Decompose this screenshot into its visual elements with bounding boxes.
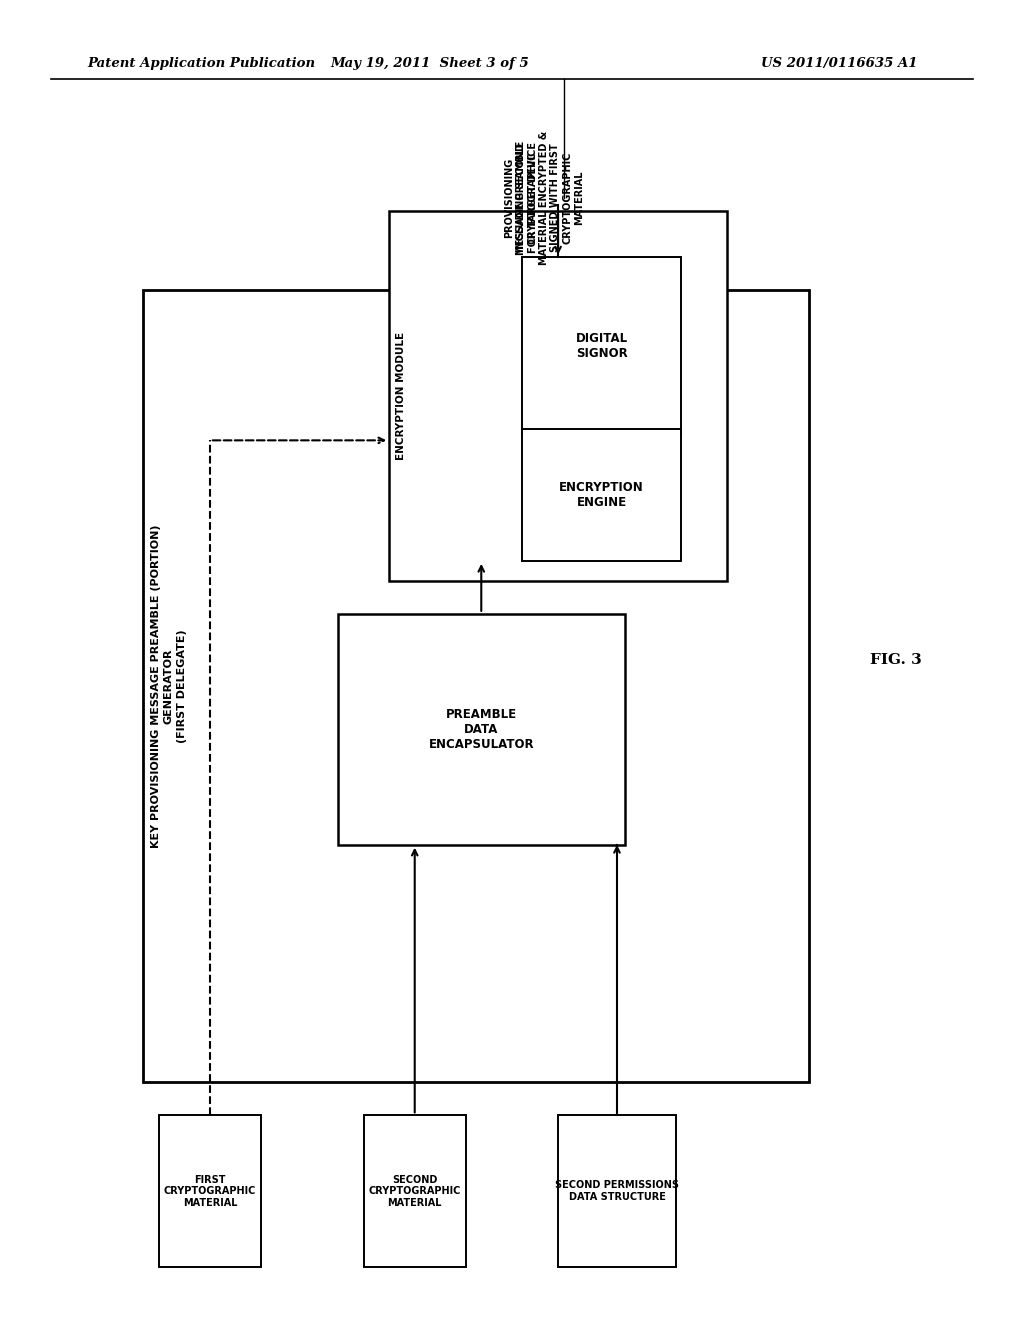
Text: ENCRYPTION MODULE: ENCRYPTION MODULE: [396, 331, 407, 461]
Text: Patent Application Publication: Patent Application Publication: [87, 57, 315, 70]
Text: INCLUDING SECOND
CRYPTOGRAPHIC
MATERIAL ENCRYPTED &
SIGNED WITH FIRST
CRYPTOGRAP: INCLUDING SECOND CRYPTOGRAPHIC MATERIAL …: [516, 131, 584, 265]
Bar: [338, 614, 625, 845]
Bar: [522, 257, 681, 436]
Text: ENCRYPTION
ENGINE: ENCRYPTION ENGINE: [559, 480, 644, 510]
Bar: [143, 290, 809, 1082]
Bar: [522, 429, 681, 561]
Text: DIGITAL
SIGNOR: DIGITAL SIGNOR: [575, 333, 628, 360]
Bar: [389, 211, 727, 581]
Text: SECOND PERMISSIONS
DATA STRUCTURE: SECOND PERMISSIONS DATA STRUCTURE: [555, 1180, 679, 1203]
Text: FIRST
CRYPTOGRAPHIC
MATERIAL: FIRST CRYPTOGRAPHIC MATERIAL: [164, 1175, 256, 1208]
Bar: [558, 1115, 676, 1267]
Text: May 19, 2011  Sheet 3 of 5: May 19, 2011 Sheet 3 of 5: [331, 57, 529, 70]
Text: FIG. 3: FIG. 3: [870, 653, 922, 667]
Text: PREAMBLE
DATA
ENCAPSULATOR: PREAMBLE DATA ENCAPSULATOR: [428, 708, 535, 751]
Text: KEY PROVISIONING MESSAGE PREAMBLE (PORTION)
GENERATOR
(FIRST DELEGATE): KEY PROVISIONING MESSAGE PREAMBLE (PORTI…: [151, 524, 187, 849]
Bar: [364, 1115, 466, 1267]
Bar: [159, 1115, 261, 1267]
Text: PROVISIONING
MESSAGE PREAMBLE
FOR TARGET DEVICE: PROVISIONING MESSAGE PREAMBLE FOR TARGET…: [505, 141, 538, 255]
Text: US 2011/0116635 A1: US 2011/0116635 A1: [762, 57, 918, 70]
Text: SECOND
CRYPTOGRAPHIC
MATERIAL: SECOND CRYPTOGRAPHIC MATERIAL: [369, 1175, 461, 1208]
